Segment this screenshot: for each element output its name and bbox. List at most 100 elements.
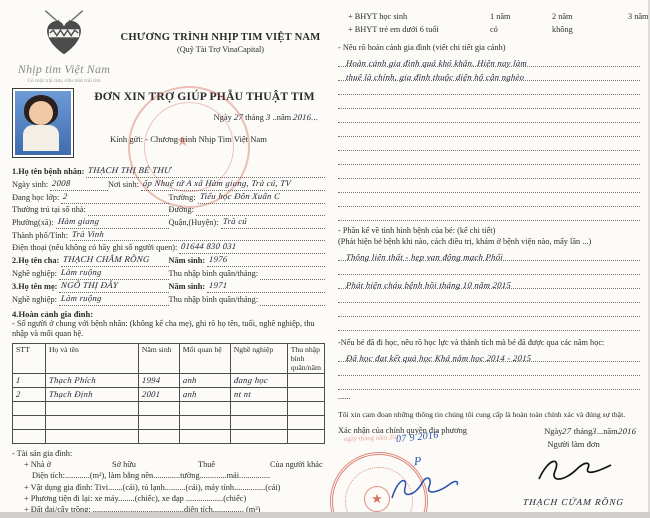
col-job: Nghề nghiệp [229, 342, 288, 374]
handwritten-diagnosis: Phát hiện cháu bệnh hồi tháng 10 năm 201… [345, 280, 512, 290]
field-label: Nghề nghiệp: [12, 269, 57, 279]
field-label: 2.Họ tên cha: [12, 256, 60, 266]
field-value-handwritten: 1976 [208, 254, 229, 265]
org-subtitle: (Quỹ Tài Trợ VinaCapital) [177, 45, 264, 54]
house-own-option: Sở hữu [112, 460, 136, 470]
org-block: CHƯƠNG TRÌNH NHỊP TIM VIỆT NAM (Quỹ Tài … [116, 8, 325, 84]
bhyt-student-label: + BHYT học sinh [348, 12, 408, 21]
salutation-label: Kính gửi: [110, 134, 144, 144]
date-day-handwritten: 27 [561, 426, 573, 436]
field-value-handwritten: 01644 830 031 [180, 241, 238, 252]
blank-writing-line [338, 317, 640, 331]
field-label: Thành phố/Tỉnh: [12, 230, 68, 240]
field-mother: 3.Họ tên mẹ: NGÔ THỊ ĐÂY Năm sinh: 1971 [12, 280, 325, 294]
table-row [12, 414, 326, 430]
photo-dress [23, 125, 59, 151]
col-birth-year: Năm sinh [137, 342, 180, 374]
blank-writing-line [338, 289, 640, 303]
cell-handwritten: anh [182, 375, 198, 386]
date-year-handwritten: 2016 [617, 426, 637, 436]
field-value-handwritten: Hàm giang [57, 215, 100, 226]
right-column: + BHYT học sinh 1 năm 2 năm 3 năm + BHYT… [330, 10, 649, 518]
field-label: Quận,(Huyện): [168, 217, 219, 227]
blank-writing-line [338, 109, 640, 123]
bhyt-option-no: không [552, 25, 573, 34]
date-month-handwritten: 3 [265, 112, 271, 122]
date-word: ..năm [272, 113, 292, 122]
brand-name: Nhịp tim Việt Nam [17, 62, 111, 76]
blank-writing-line [338, 207, 640, 221]
scan-edge [0, 512, 650, 518]
handwritten-note: Hoàn cảnh gia đình quá khó khăn. Hiện na… [345, 58, 528, 68]
illness-sublabel: (Phát hiện bé bệnh khi nào, cách điều tr… [338, 237, 592, 246]
stamp-star-icon: ★ [364, 486, 390, 512]
stamp-star-icon: ★ [176, 134, 190, 150]
blank-writing-line [338, 151, 640, 165]
cell-handwritten: anh [182, 389, 198, 400]
pledge-statement: Tôi xin cam đoan những thông tin chúng t… [338, 410, 626, 419]
field-value-handwritten: 2 [62, 190, 69, 201]
illness-label: - Phần kể về tình hình bệnh của bé: (kể … [338, 226, 496, 235]
field-label: Thu nhập bình quân/tháng: [168, 295, 259, 305]
house-rent-option: Thuê [198, 460, 216, 470]
illness-lines: Thông liên thất - hẹp van động mạch Phổi… [338, 247, 640, 331]
family-members-table: STT Họ và tên Năm sinh Mối quan hệ Nghề … [12, 342, 326, 444]
date-word: ...năm [596, 427, 618, 436]
blank-writing-line [338, 165, 640, 179]
field-value-handwritten: Làm ruộng [60, 293, 103, 304]
field-province: Thành phố/Tỉnh: Trà Vinh [12, 229, 325, 242]
field-label: Năm sinh: [168, 256, 206, 266]
field-label: Nơi sinh: [108, 179, 139, 189]
bhyt-option-1year: 1 năm [490, 12, 511, 21]
field-value-handwritten: 1971 [208, 280, 229, 291]
family-circumstance-label: - Nêu rõ hoàn cảnh gia đình (viết chi ti… [338, 43, 506, 52]
house-label: + Nhà ở [24, 460, 52, 470]
field-value-handwritten: Làm ruộng [60, 267, 103, 278]
blank-writing-line [338, 376, 640, 390]
field-label: Điện thoại (nếu không có hãy ghi số ngườ… [12, 243, 178, 253]
field-label: Đang học lớp: [12, 192, 60, 202]
field-label: Đường: [168, 204, 194, 214]
table-row [12, 400, 326, 416]
field-value-handwritten: NGÔ THỊ ĐÂY [60, 280, 119, 291]
date-word: Ngày [544, 427, 563, 436]
photo-face [29, 101, 53, 125]
table-row: 2 Thạch Định 2001 anh nt nt [12, 386, 326, 402]
field-value-handwritten: 2008 [51, 177, 72, 188]
field-mother-job: Nghề nghiệp: Làm ruộng Thu nhập bình quâ… [12, 293, 325, 306]
scan-edge [648, 0, 650, 518]
blank-writing-line [338, 123, 640, 137]
school-lines: Đã học đạt kết quả học Khá năm học 2014 … [338, 348, 640, 390]
blank-writing-line [338, 362, 640, 376]
date-month-handwritten: 3 [591, 426, 598, 436]
col-relation: Mối quan hệ [178, 342, 231, 374]
field-phone: Điện thoại (nếu không có hãy ghi số ngườ… [12, 241, 325, 255]
table-header-row: STT Họ và tên Năm sinh Mối quan hệ Nghề … [12, 342, 326, 374]
official-signature [391, 477, 459, 499]
family-circumstance-lines: Hoàn cảnh gia đình quá khó khăn. Hiện na… [338, 53, 640, 221]
school-performance-label: -Nếu bé đã đi học, nêu rõ học lực và thà… [338, 338, 605, 347]
handwritten-diagnosis: Thông liên thất - hẹp van động mạch Phổi [345, 252, 504, 262]
blank-writing-line [338, 193, 640, 207]
date-year-handwritten: 2016... [292, 112, 320, 122]
date-word: tháng [573, 427, 593, 436]
field-birth: Ngày sinh: 2008 Nơi sinh: ấp Nhuệ tứ A x… [12, 178, 325, 191]
header: Nhịp tim Việt Nam Có một trái tim, cứu m… [12, 8, 325, 84]
blank-writing-line [338, 303, 640, 317]
table-row: 1 Thạch Phích 1994 anh đang học [12, 372, 326, 388]
field-label: 3.Họ tên mẹ: [12, 282, 58, 292]
field-label: Nghề nghiệp: [12, 295, 57, 305]
confirmation-label: Xác nhận của chính quyền địa phương [338, 426, 467, 435]
brand-tagline: Có một trái tim, cứu một trái tim [27, 78, 101, 84]
cell-handwritten: nt nt [233, 389, 252, 400]
blank-writing-line [338, 81, 640, 95]
table-row [12, 428, 326, 444]
field-label: Phường(xã): [12, 217, 54, 227]
col-income: Thu nhập bình quân/năm [286, 342, 326, 374]
appliance-line: + Vật dụng gia đình: Tivi.......(cái), t… [24, 482, 281, 492]
cell-handwritten: Thạch Phích [48, 375, 97, 386]
area-line: Diện tích:............(m²), làm bằng nền… [32, 471, 271, 481]
cell-handwritten: 2001 [141, 389, 161, 400]
house-other-option: Của người khác [270, 460, 323, 470]
